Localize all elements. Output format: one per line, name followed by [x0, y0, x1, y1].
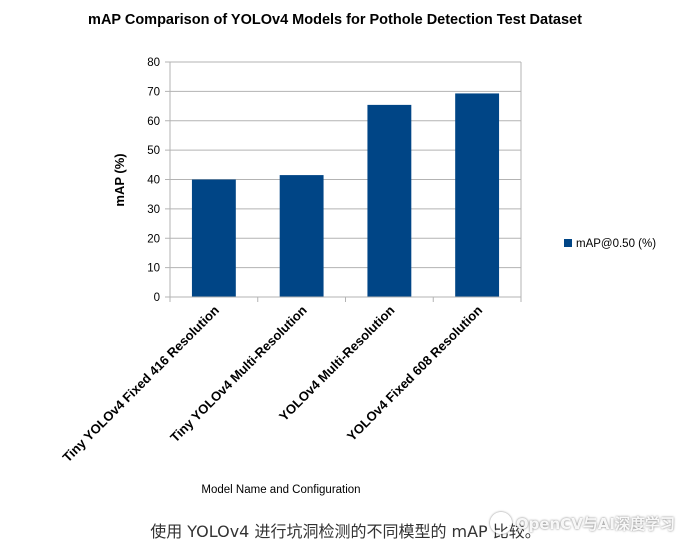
x-tick-label: Tiny YOLOv4 Fixed 416 Resolution: [59, 302, 222, 465]
y-tick-label: 10: [147, 263, 160, 275]
x-tick-label: Tiny YOLOv4 Multi-Resolution: [167, 302, 310, 445]
bar: [367, 104, 412, 297]
y-tick-label: 0: [154, 292, 160, 304]
y-tick-label: 30: [147, 204, 160, 216]
legend: mAP@0.50 (%): [564, 238, 656, 250]
bar: [191, 179, 236, 297]
y-tick-label: 40: [147, 175, 160, 187]
y-tick-label: 70: [147, 86, 160, 98]
y-tick-label: 50: [147, 145, 160, 157]
caption: 使用 YOLOv4 进行坑洞检测的不同模型的 mAP 比较。: [150, 522, 541, 541]
bar: [455, 93, 500, 298]
y-tick-label: 20: [147, 233, 160, 245]
bars: [191, 93, 500, 298]
y-tick-label: 60: [147, 116, 160, 128]
bar: [279, 175, 324, 297]
y-tick-label: 80: [147, 57, 160, 69]
wechat-logo-icon: [489, 512, 512, 534]
chart-title: mAP Comparison of YOLOv4 Models for Poth…: [88, 12, 582, 28]
legend-swatch: [564, 239, 572, 247]
y-tick-labels: 0 10 20 30 40 50 60 70 80: [147, 57, 160, 304]
watermark-text: OpenCV与AI深度学习: [515, 514, 675, 533]
legend-label: mAP@0.50 (%): [576, 238, 656, 250]
axes: [165, 61, 522, 302]
x-axis-label: Model Name and Configuration: [201, 484, 360, 496]
watermark: OpenCV与AI深度学习: [489, 512, 675, 534]
y-axis-label: mAP (%): [112, 153, 127, 206]
